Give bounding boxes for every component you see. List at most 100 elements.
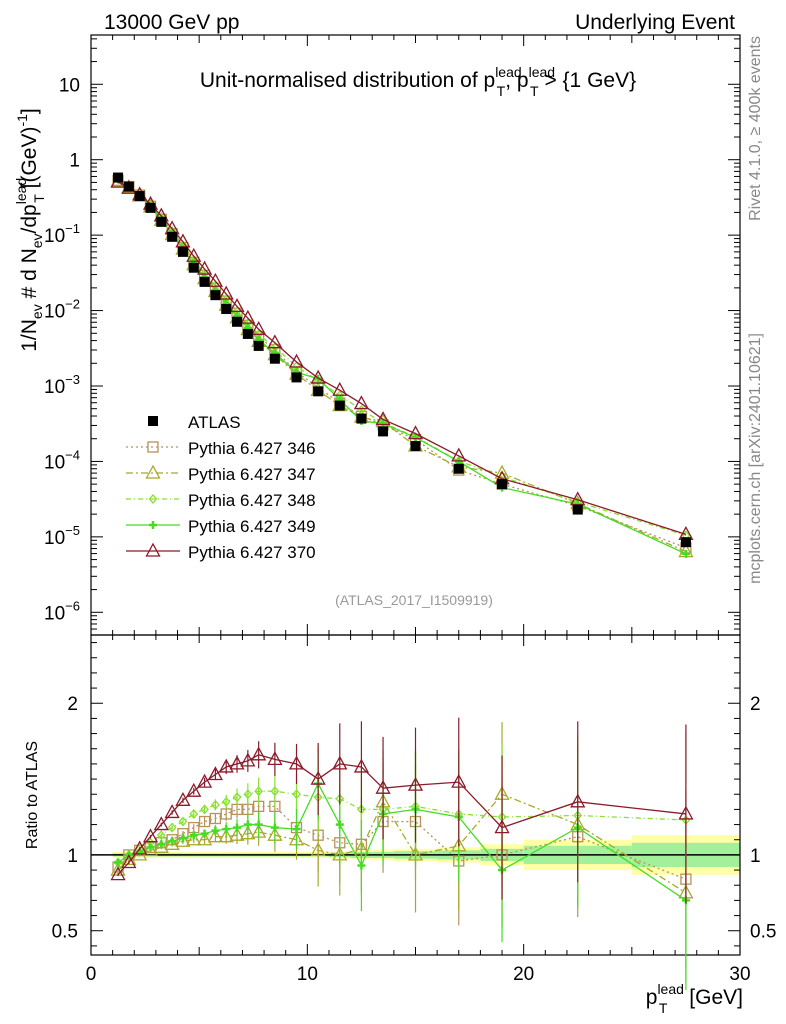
- ratio-point: [288, 755, 305, 770]
- ratio-point: [218, 758, 234, 773]
- xlabel-part: [GeV]: [683, 986, 743, 1009]
- ratio-point: [175, 791, 191, 806]
- title-sup: lead: [495, 64, 521, 80]
- ratio-point: [451, 773, 467, 788]
- ratio-point: [240, 752, 256, 767]
- y-tick-exponent: −5: [65, 523, 80, 538]
- legend: ATLAS Pythia 6.427 346 Pythia 6.427 347 Pyt…: [126, 413, 316, 562]
- ratio-point: [232, 792, 242, 803]
- main-point: [175, 233, 191, 248]
- ylabel-part: # d N: [18, 248, 41, 304]
- ratio-point: [156, 830, 166, 841]
- ratio-point: [229, 826, 245, 841]
- ratio-point: [570, 793, 586, 808]
- legend-marker: [147, 441, 159, 453]
- ratio-point: [196, 831, 213, 846]
- y-tick-base: 10: [59, 75, 80, 96]
- ratio-y-tick-label-right: 1: [750, 846, 761, 867]
- title-sub: T: [497, 83, 506, 99]
- y-tick-base: 10: [44, 603, 65, 624]
- header-right: Underlying Event: [575, 11, 735, 34]
- main-point: [375, 411, 391, 426]
- ratio-point: [375, 779, 391, 794]
- atlas-point: [232, 316, 243, 327]
- ratio-point: [251, 746, 267, 761]
- atlas-point: [291, 372, 302, 383]
- main-point: [207, 272, 223, 287]
- ratio-point: [189, 808, 199, 819]
- ratio-point: [132, 840, 148, 855]
- ylabel-part: [(GeV): [18, 127, 41, 195]
- main-point: [196, 260, 213, 275]
- ratio-point: [254, 786, 264, 797]
- ratio-point: [178, 816, 188, 827]
- ratio-y-tick-label-right: 2: [750, 694, 761, 715]
- ratio-point: [494, 819, 510, 834]
- legend-marker: [145, 542, 161, 557]
- atlas-point: [210, 290, 221, 301]
- y-tick-exponent: −3: [65, 372, 80, 387]
- ratio-point: [110, 866, 126, 881]
- main-title: Unit-normalised distribution of plead T, …: [200, 64, 636, 99]
- xlabel-sup: lead: [657, 981, 683, 997]
- ratio-point: [267, 750, 283, 766]
- title-sub: T: [530, 83, 539, 99]
- atlas-point: [145, 202, 156, 213]
- ratio-point: [167, 822, 177, 833]
- x-tick-label: 0: [86, 964, 97, 985]
- y-tick-base: 10: [44, 226, 65, 247]
- y-tick-exponent: −6: [65, 598, 80, 613]
- y-tick-label: 10−5: [44, 523, 80, 549]
- ratio-point: [121, 854, 137, 869]
- atlas-point: [453, 463, 464, 474]
- x-tick-label: 20: [513, 964, 534, 985]
- atlas-point: [313, 386, 324, 397]
- ratio-point: [153, 816, 169, 831]
- side-label-bottom: mcplots.cern.ch [arXiv:2401.10621]: [747, 333, 764, 584]
- ratio-y-tick-label-right: 0.5: [750, 922, 776, 943]
- ylabel-sub: ev: [29, 233, 45, 248]
- atlas-point: [269, 353, 280, 364]
- ratio-point: [186, 782, 202, 797]
- ratio-point: [270, 786, 280, 797]
- ylabel-sup: lead: [13, 178, 29, 204]
- legend-marker: [148, 494, 158, 504]
- ratio-y-label: Ratio to ATLAS: [24, 741, 41, 849]
- y-tick-base: 10: [44, 302, 65, 323]
- title-part: Unit-normalised distribution of p: [200, 69, 495, 92]
- legend-label: Pythia 6.427 346: [188, 439, 316, 458]
- ratio-point: [243, 789, 253, 800]
- atlas-point: [188, 262, 199, 273]
- ratio-point: [164, 804, 180, 819]
- main-point: [229, 298, 245, 313]
- ratio-point: [229, 755, 245, 770]
- main-point: [251, 320, 267, 335]
- ratio-point: [357, 804, 366, 815]
- ylabel-sup: -1: [14, 114, 30, 127]
- ratio-y-tick-label-left: 0.5: [52, 922, 78, 943]
- ratio-point: [209, 812, 222, 825]
- y-tick-label: 10: [59, 75, 80, 96]
- x-tick-label: 30: [729, 964, 750, 985]
- atlas-point: [156, 216, 167, 227]
- title-part: > {1 GeV}: [539, 69, 637, 92]
- y-tick-exponent: −1: [65, 221, 80, 236]
- legend-marker-atlas: [148, 416, 158, 426]
- y-tick-exponent: −2: [65, 297, 80, 312]
- ratio-series-2: [113, 730, 691, 910]
- ratio-point: [207, 828, 223, 843]
- ratio-point: [218, 828, 234, 843]
- ratio-frame: [90, 634, 741, 956]
- atlas-point: [378, 426, 389, 437]
- ratio-point: [240, 825, 256, 840]
- legend-label: Pythia 6.427 349: [188, 517, 316, 536]
- y-tick-label: 10−2: [44, 297, 80, 323]
- ratio-point: [186, 831, 202, 846]
- atlas-series: [113, 172, 691, 548]
- atlas-point: [410, 441, 421, 452]
- ylabel-part: 1/N: [18, 319, 41, 352]
- ratio-point: [221, 796, 231, 807]
- main-point: [267, 334, 283, 349]
- ratio-point: [292, 789, 301, 800]
